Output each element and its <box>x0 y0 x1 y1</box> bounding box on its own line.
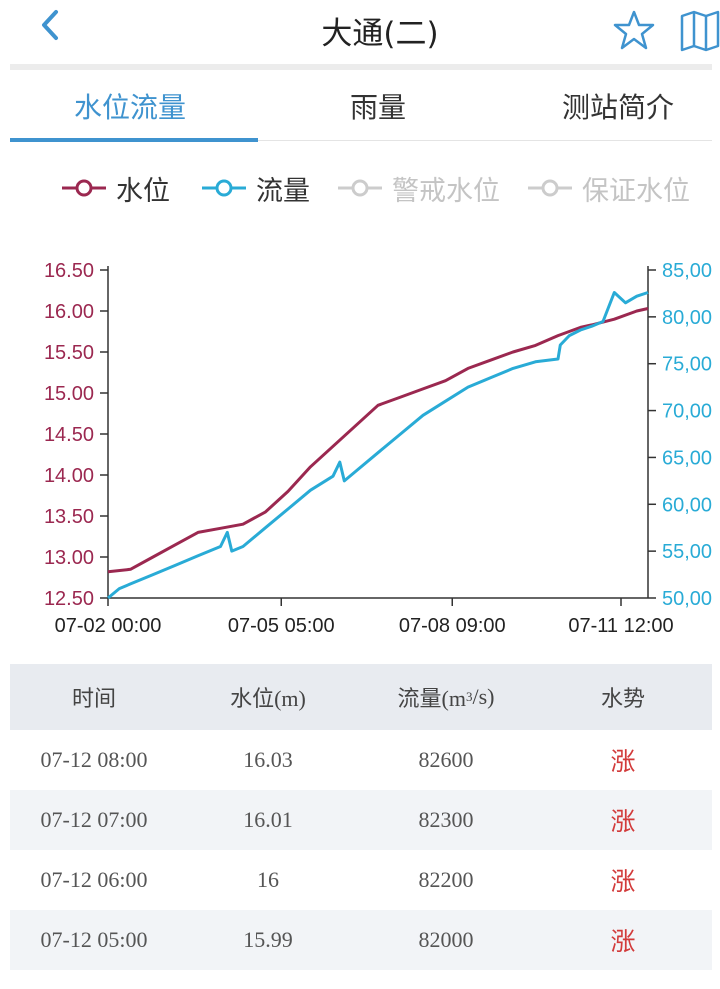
legend-label: 流量 <box>256 175 310 207</box>
y-tick-label-left: 16.00 <box>44 301 94 323</box>
line-marker-icon <box>528 179 572 197</box>
y-tick-label-left: 12.50 <box>44 588 94 610</box>
cell-time: 07-12 07:00 <box>40 807 148 832</box>
back-button[interactable] <box>32 6 72 46</box>
y-tick-label-right: 60,00 <box>662 494 712 516</box>
tab-rainfall[interactable]: 雨量 <box>350 91 407 124</box>
cell-level: 15.99 <box>243 927 293 952</box>
y-tick-label-left: 14.50 <box>44 424 94 446</box>
favorite-button[interactable] <box>612 8 656 52</box>
chart-canvas: 16.50 16.00 15.50 15.00 14.50 14.00 13.50 13.00… <box>44 260 712 637</box>
header-flow: 流量(m 3/s) <box>358 664 534 730</box>
line-marker-icon <box>202 179 246 197</box>
tabs-divider <box>258 140 712 141</box>
header-flow-sup: 3 <box>465 689 473 704</box>
chevron-left-icon <box>42 10 58 40</box>
cell-trend: 涨 <box>610 927 636 956</box>
header-time: 时间 <box>71 686 116 711</box>
header-divider <box>10 64 712 70</box>
table-row[interactable]: 07-12 06:00 16 82200 涨 <box>10 850 712 910</box>
cell-flow: 82600 <box>418 747 474 772</box>
hydro-data-table: 时间 水位(m) 流量(m 3/s) 水势 07-12 08:00 16.03 8… <box>10 664 712 970</box>
map-button[interactable] <box>678 8 720 52</box>
header-water-level: 水位(m) <box>230 686 306 711</box>
y-tick-label-left: 13.00 <box>44 547 94 569</box>
table-row[interactable]: 07-12 07:00 16.01 82300 涨 <box>10 790 712 850</box>
tab-bar: 水位流量 雨量 测站简介 <box>0 72 720 146</box>
cell-flow: 82000 <box>418 927 474 952</box>
table-header: 时间 水位(m) 流量(m 3/s) 水势 <box>10 664 712 730</box>
water-level-flow-chart: 16.50 16.00 15.50 15.00 14.50 14.00 13.50 13.00… <box>0 240 720 650</box>
app-header: 大通(二) <box>0 0 720 62</box>
x-tick-label: 07-05 05:00 <box>228 615 335 637</box>
line-marker-icon <box>338 179 382 197</box>
line-marker-icon <box>62 179 106 197</box>
tab-station-info[interactable]: 测站简介 <box>562 91 675 124</box>
y-tick-label-right: 80,00 <box>662 307 712 329</box>
legend-label: 警戒水位 <box>392 175 500 207</box>
header-trend: 水势 <box>600 686 645 711</box>
x-tick-label: 07-11 12:00 <box>568 615 673 637</box>
y-tick-label-left: 15.50 <box>44 342 94 364</box>
header-flow-base: 流量(m <box>397 686 466 711</box>
legend-item-water-level[interactable]: 水位 <box>60 168 170 208</box>
cell-time: 07-12 06:00 <box>40 867 148 892</box>
y-tick-label-left: 16.50 <box>44 260 94 282</box>
header-flow-tail: /s) <box>472 684 495 709</box>
y-tick-label-right: 70,00 <box>662 401 712 423</box>
y-tick-label-right: 55,00 <box>662 541 712 563</box>
cell-level: 16 <box>257 867 279 892</box>
chart-legend: 水位 流量 警戒水位 保证水位 <box>60 168 720 208</box>
active-tab-indicator <box>10 138 258 142</box>
cell-time: 07-12 08:00 <box>40 747 148 772</box>
y-tick-label-left: 14.00 <box>44 465 94 487</box>
cell-level: 16.01 <box>243 807 293 832</box>
y-tick-label-left: 15.00 <box>44 383 94 405</box>
cell-trend: 涨 <box>610 867 636 896</box>
map-icon <box>680 10 720 52</box>
y-tick-label-right: 85,00 <box>662 260 712 282</box>
x-tick-label: 07-08 09:00 <box>399 615 506 637</box>
table-row[interactable]: 07-12 08:00 16.03 82600 涨 <box>10 730 712 790</box>
y-tick-label-left: 13.50 <box>44 506 94 528</box>
flow-series-line <box>107 291 649 600</box>
y-tick-label-right: 50,00 <box>662 588 712 610</box>
page-title: 大通(二) <box>321 16 439 52</box>
legend-label: 保证水位 <box>582 175 690 207</box>
y-tick-label-right: 75,00 <box>662 354 712 376</box>
cell-time: 07-12 05:00 <box>40 927 148 952</box>
cell-level: 16.03 <box>243 747 293 772</box>
legend-item-flow[interactable]: 流量 <box>200 168 310 208</box>
cell-trend: 涨 <box>610 807 636 836</box>
cell-flow: 82200 <box>418 867 474 892</box>
table-row[interactable]: 07-12 05:00 15.99 82000 涨 <box>10 910 712 970</box>
legend-label: 水位 <box>116 175 170 207</box>
x-tick-label: 07-02 00:00 <box>55 615 162 637</box>
tab-water-level-flow[interactable]: 水位流量 <box>74 91 187 124</box>
y-tick-label-right: 65,00 <box>662 447 712 469</box>
water-level-series-line <box>107 307 649 574</box>
star-outline-icon <box>613 10 655 50</box>
cell-flow: 82300 <box>418 807 474 832</box>
cell-trend: 涨 <box>610 747 636 776</box>
legend-item-guarantee-level[interactable]: 保证水位 <box>526 168 690 208</box>
legend-item-warning-level[interactable]: 警戒水位 <box>336 168 500 208</box>
